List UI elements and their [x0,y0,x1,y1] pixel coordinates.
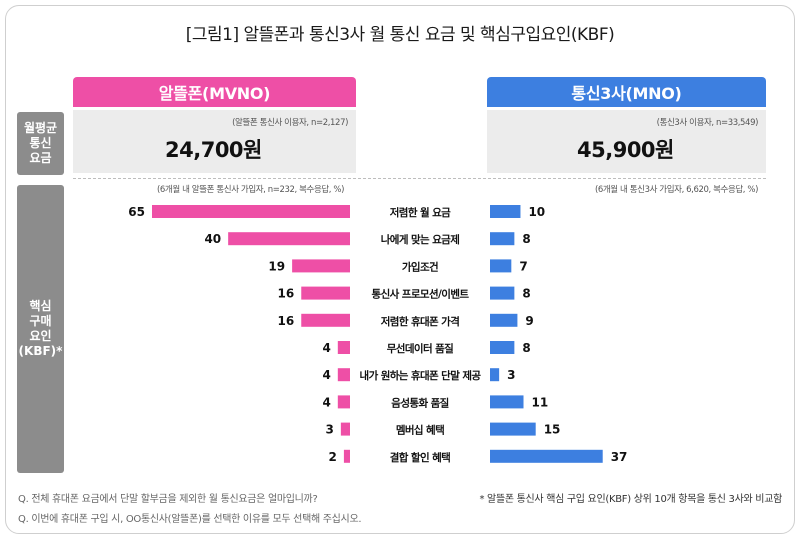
mno-bar [490,368,500,382]
mvno-value-label: 4 [322,368,330,382]
mno-bar [490,449,603,463]
mno-value-label: 8 [522,232,530,246]
figure-title: [그림1] 알뜰폰과 통신3사 월 통신 요금 및 핵심구입요인(KBF) [185,25,615,45]
side-label-fee-line: 요금 [29,151,52,165]
category-label: 저렴한 휴대폰 가격 [381,315,460,328]
category-label: 나에게 맞는 요금제 [381,233,460,246]
mvno-fee-note: (알뜰폰 통신사 이용자, n=2,127) [232,118,348,128]
mvno-bar [292,259,350,273]
mno-bar [490,313,518,327]
mno-value-label: 10 [528,205,545,219]
mvno-value-label: 2 [329,450,337,464]
mno-value-label: 8 [522,287,530,301]
mvno-bar [228,232,350,246]
mno-bar [490,422,536,436]
mvno-value-label: 16 [278,287,295,301]
mvno-bar [301,286,350,300]
side-label-kbf: 핵심 구매 요인 (KBF)* [17,185,64,473]
mvno-value-label: 19 [268,259,285,273]
category-label: 결합 할인 혜택 [390,451,450,464]
mvno-bar [343,449,350,463]
category-label: 통신사 프로모션/이벤트 [372,288,470,301]
mno-bar [490,395,524,409]
mno-fee-box: (통신3사 이용자, n=33,549) 45,900원 [487,110,766,173]
mno-bar [490,259,512,273]
category-label: 멤버십 혜택 [396,424,444,437]
side-label-kbf-line: 핵심 [29,299,52,313]
mno-bar [490,232,515,246]
category-label: 음성통화 품질 [391,396,448,409]
category-label: 가입조건 [402,260,438,273]
mvno-bar [337,368,350,382]
category-label: 저렴한 월 요금 [390,206,451,219]
mno-chart-note: (6개월 내 통신3사 가입자, 6,620, 복수응답, %) [594,185,758,195]
mno-value-label: 15 [544,423,561,437]
footnote-question-1: Q. 전체 휴대폰 요금에서 단말 할부금을 제외한 월 통신요금은 얼마입니까… [18,494,318,505]
mvno-value-label: 40 [204,232,221,246]
mno-value-label: 9 [525,314,533,328]
mvno-value-label: 4 [322,395,330,409]
mno-value-label: 37 [611,450,628,464]
mvno-value-label: 4 [322,341,330,355]
footnote-question-2: Q. 이번에 휴대폰 구입 시, OO통신사(알뜰폰)를 선택한 이유를 모두 … [18,514,362,525]
side-label-fee-line: 통신 [29,136,52,150]
mvno-bar [337,341,350,354]
mno-bar [490,286,515,300]
side-label-fee-line: 월평균 [23,121,58,135]
mno-value-label: 3 [507,368,515,382]
mno-value-label: 7 [519,259,527,273]
side-label-kbf-line: 구매 [29,314,52,328]
mvno-chart-note: (6개월 내 알뜰폰 통신사 가입자, n=232, 복수응답, %) [157,185,344,195]
mno-value-label: 11 [532,395,549,409]
divider-dashed [73,178,766,179]
mvno-fee-value: 24,700원 [165,138,262,162]
mvno-fee-box: (알뜰폰 통신사 이용자, n=2,127) 24,700원 [73,110,356,173]
mvno-value-label: 65 [128,205,145,219]
mvno-bar [340,422,350,436]
mvno-value-label: 3 [326,423,334,437]
mno-fee-value: 45,900원 [577,138,674,162]
mvno-value-label: 16 [278,314,295,328]
mno-fee-note: (통신3사 이용자, n=33,549) [656,118,759,128]
mno-header: 통신3사(MNO) [487,77,766,107]
mno-bar [490,341,515,354]
footnote-asterisk: * 알뜰폰 통신사 핵심 구입 요인(KBF) 상위 10개 항목을 통신 3사… [479,494,782,505]
mno-value-label: 8 [522,341,530,355]
mvno-bar [152,205,350,218]
side-label-kbf-line: (KBF)* [18,344,63,358]
side-label-fee: 월평균 통신 요금 [17,112,64,175]
category-label: 내가 원하는 휴대폰 단말 제공 [360,369,482,382]
mno-bar [490,205,521,218]
side-label-kbf-line: 요인 [29,329,52,343]
mvno-bar [301,313,350,327]
mvno-bar [337,395,350,409]
category-label: 무선데이터 품질 [387,342,453,355]
mvno-header: 알뜰폰(MVNO) [73,77,356,107]
